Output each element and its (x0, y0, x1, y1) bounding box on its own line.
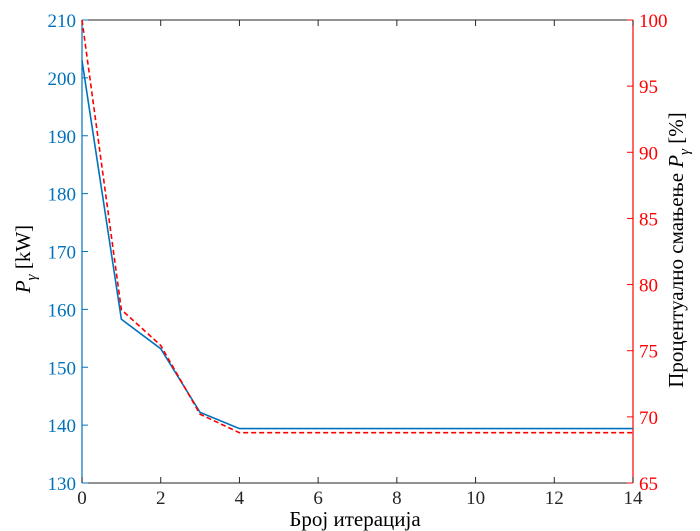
right-y-tick-label: 70 (639, 408, 658, 429)
x-axis-label: Број итерација (289, 507, 421, 531)
right-y-tick-label: 85 (639, 209, 658, 230)
x-tick-label: 14 (624, 488, 644, 509)
x-tick-label: 4 (235, 488, 245, 509)
left-y-axis-ticks: 130 140 150 160 170 180 190 200 210 (48, 11, 88, 495)
series-line-right-axis (81, 19, 633, 434)
left-y-axis-label-symbol: P (11, 280, 35, 294)
right-y-tick-label: 95 (639, 77, 658, 98)
plot-area (81, 19, 634, 484)
left-y-axis-label-subscript: γ (24, 273, 40, 280)
left-y-axis-label-unit: [kW] (11, 225, 35, 275)
x-tick-label: 8 (392, 488, 402, 509)
left-y-tick-label: 140 (48, 416, 77, 437)
left-y-tick-label: 200 (48, 69, 77, 90)
series-line-left-axis (81, 60, 633, 430)
right-y-tick-label: 75 (639, 342, 658, 363)
x-axis-ticks: 0 2 4 6 8 10 12 14 (77, 20, 643, 509)
right-y-axis-label: Процентуално смањење Pγ [%] (664, 112, 693, 388)
right-y-axis-ticks: 65 70 75 80 85 90 95 100 (627, 11, 668, 495)
left-y-tick-label: 190 (48, 127, 77, 148)
x-tick-label: 0 (77, 488, 87, 509)
right-y-axis-label-unit: [%] (664, 112, 688, 149)
right-y-axis-label-subscript: γ (677, 148, 693, 155)
left-y-tick-label: 160 (48, 300, 77, 321)
x-tick-label: 12 (545, 488, 564, 509)
right-y-tick-label: 65 (639, 474, 658, 495)
x-tick-label: 2 (156, 488, 166, 509)
left-y-tick-label: 180 (48, 185, 77, 206)
right-y-axis-label-text: Процентуално смањење (664, 168, 688, 388)
series-layer (81, 19, 633, 434)
right-y-tick-label: 80 (639, 276, 658, 297)
right-y-tick-label: 90 (639, 143, 658, 164)
right-y-axis-label-symbol: P (664, 155, 688, 169)
left-y-tick-label: 210 (48, 11, 77, 32)
x-tick-label: 10 (466, 488, 485, 509)
left-y-tick-label: 130 (48, 474, 77, 495)
left-y-axis-label: Pγ [kW] (11, 225, 40, 294)
x-tick-label: 6 (313, 488, 323, 509)
right-y-tick-label: 100 (639, 11, 668, 32)
left-y-tick-label: 170 (48, 243, 77, 264)
left-y-tick-label: 150 (48, 358, 77, 379)
